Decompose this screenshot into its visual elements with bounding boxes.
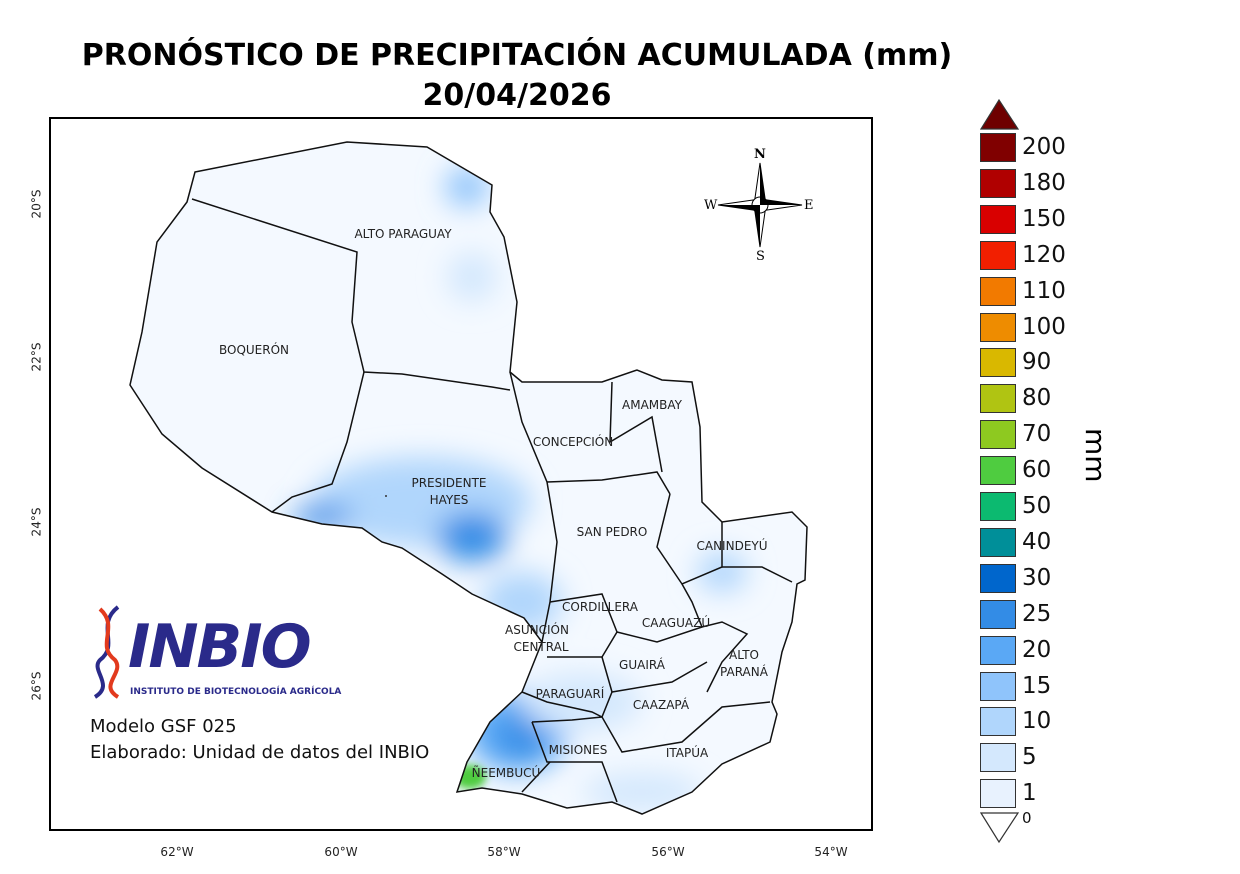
legend-unit: mm (1079, 428, 1112, 483)
label-cordillera: CORDILLERA (562, 600, 638, 614)
legend-label: 180 (1022, 169, 1066, 196)
legend-under-arrow (980, 812, 1020, 844)
logo-name: INBIO (128, 612, 312, 682)
label-asuncion: ASUNCIÓN (505, 623, 569, 637)
compass-rose: N S E W (700, 145, 820, 265)
legend-label: 40 (1022, 528, 1052, 555)
legend-swatch (980, 707, 1016, 737)
map-title: PRONÓSTICO DE PRECIPITACIÓN ACUMULADA (m… (81, 38, 953, 73)
compass-s: S (756, 249, 765, 264)
x-tick: 58°W (487, 845, 521, 859)
label-concepcion: CONCEPCIÓN (532, 435, 614, 449)
label-boqueron: BOQUERÓN (218, 343, 290, 357)
legend-label: 150 (1022, 205, 1066, 232)
label-san-pedro: SAN PEDRO (576, 525, 648, 539)
label-caaguazu: CAAGUAZÚ (641, 616, 711, 630)
dna-helix-icon (93, 605, 120, 699)
compass-n: N (754, 147, 766, 162)
y-tick: 26°S (29, 671, 44, 701)
department-borders (129, 141, 808, 815)
legend-label: 100 (1022, 313, 1066, 340)
legend-label: 70 (1022, 421, 1052, 448)
legend-label: 25 (1022, 600, 1052, 627)
legend-label: 15 (1022, 672, 1052, 699)
inbio-logo: INBIO INSTITUTO DE BIOTECNOLOGÍA AGRÍCOL… (90, 605, 350, 700)
legend-label: 90 (1022, 349, 1052, 376)
legend-swatch (980, 348, 1016, 378)
legend-over-arrow (980, 98, 1020, 130)
compass-icon (717, 162, 803, 248)
legend-swatch (980, 779, 1016, 809)
legend-label: 200 (1022, 134, 1066, 160)
logo-subtitle: INSTITUTO DE BIOTECNOLOGÍA AGRÍCOLA (130, 687, 342, 697)
legend-label: 120 (1022, 241, 1066, 268)
legend-label-under: 0 (1022, 809, 1032, 827)
legend-swatch (980, 276, 1016, 306)
legend-label: 50 (1022, 493, 1052, 519)
legend-swatch (980, 240, 1016, 270)
label-amambay: AMAMBAY (622, 398, 682, 412)
map-frame (49, 117, 873, 831)
legend-label: 5 (1022, 744, 1037, 771)
legend-label: 20 (1022, 636, 1052, 663)
legend-swatch (980, 168, 1016, 198)
label-presidente-hayes: PRESIDENTE HAYES (411, 476, 487, 507)
legend-label: 110 (1022, 277, 1066, 304)
y-tick: 20°S (29, 189, 44, 219)
label-alto-parana: ALTO PARANÁ (720, 648, 768, 679)
legend-swatch (980, 563, 1016, 593)
legend-swatch (980, 204, 1016, 234)
legend-swatch (980, 420, 1016, 450)
legend-swatch (980, 133, 1016, 162)
x-tick: 60°W (324, 845, 358, 859)
legend-swatch (980, 671, 1016, 701)
label-caazapa: CAAZAPÁ (632, 698, 690, 712)
legend-swatch (980, 492, 1016, 521)
legend-label: 10 (1022, 708, 1052, 735)
label-canindeyu: CANINDEYÚ (696, 539, 768, 553)
legend-swatch (980, 599, 1016, 629)
legend-swatch (980, 743, 1016, 773)
x-tick: 54°W (814, 845, 848, 859)
legend-swatch (980, 527, 1016, 557)
label-neembucu: ÑEEMBUCÚ (471, 766, 541, 780)
x-tick: 62°W (160, 845, 194, 859)
y-tick: 22°S (29, 342, 44, 372)
label-central: CENTRAL (513, 640, 569, 654)
label-paraguari: PARAGUARÍ (535, 687, 605, 701)
legend-label: 60 (1022, 457, 1052, 484)
legend-swatch (980, 384, 1016, 414)
label-alto-paraguay: ALTO PARAGUAY (354, 227, 452, 241)
map-date: 20/04/2026 (422, 78, 612, 113)
y-tick: 24°S (29, 507, 44, 537)
legend-label: 1 (1022, 780, 1037, 807)
legend-swatch (980, 635, 1016, 665)
legend-swatch (980, 456, 1016, 486)
legend-label: 30 (1022, 564, 1052, 591)
author-text: Elaborado: Unidad de datos del INBIO (90, 742, 430, 763)
label-misiones: MISIONES (548, 743, 608, 757)
legend-label: 80 (1022, 385, 1052, 412)
compass-e: E (804, 198, 814, 213)
paraguay-map (129, 141, 808, 815)
model-text: Modelo GSF 025 (90, 716, 237, 737)
label-itapua: ITAPÚA (665, 746, 709, 760)
compass-w: W (704, 198, 718, 213)
label-guaira: GUAIRÁ (619, 658, 665, 672)
legend-swatch (980, 312, 1016, 342)
x-tick: 56°W (651, 845, 685, 859)
